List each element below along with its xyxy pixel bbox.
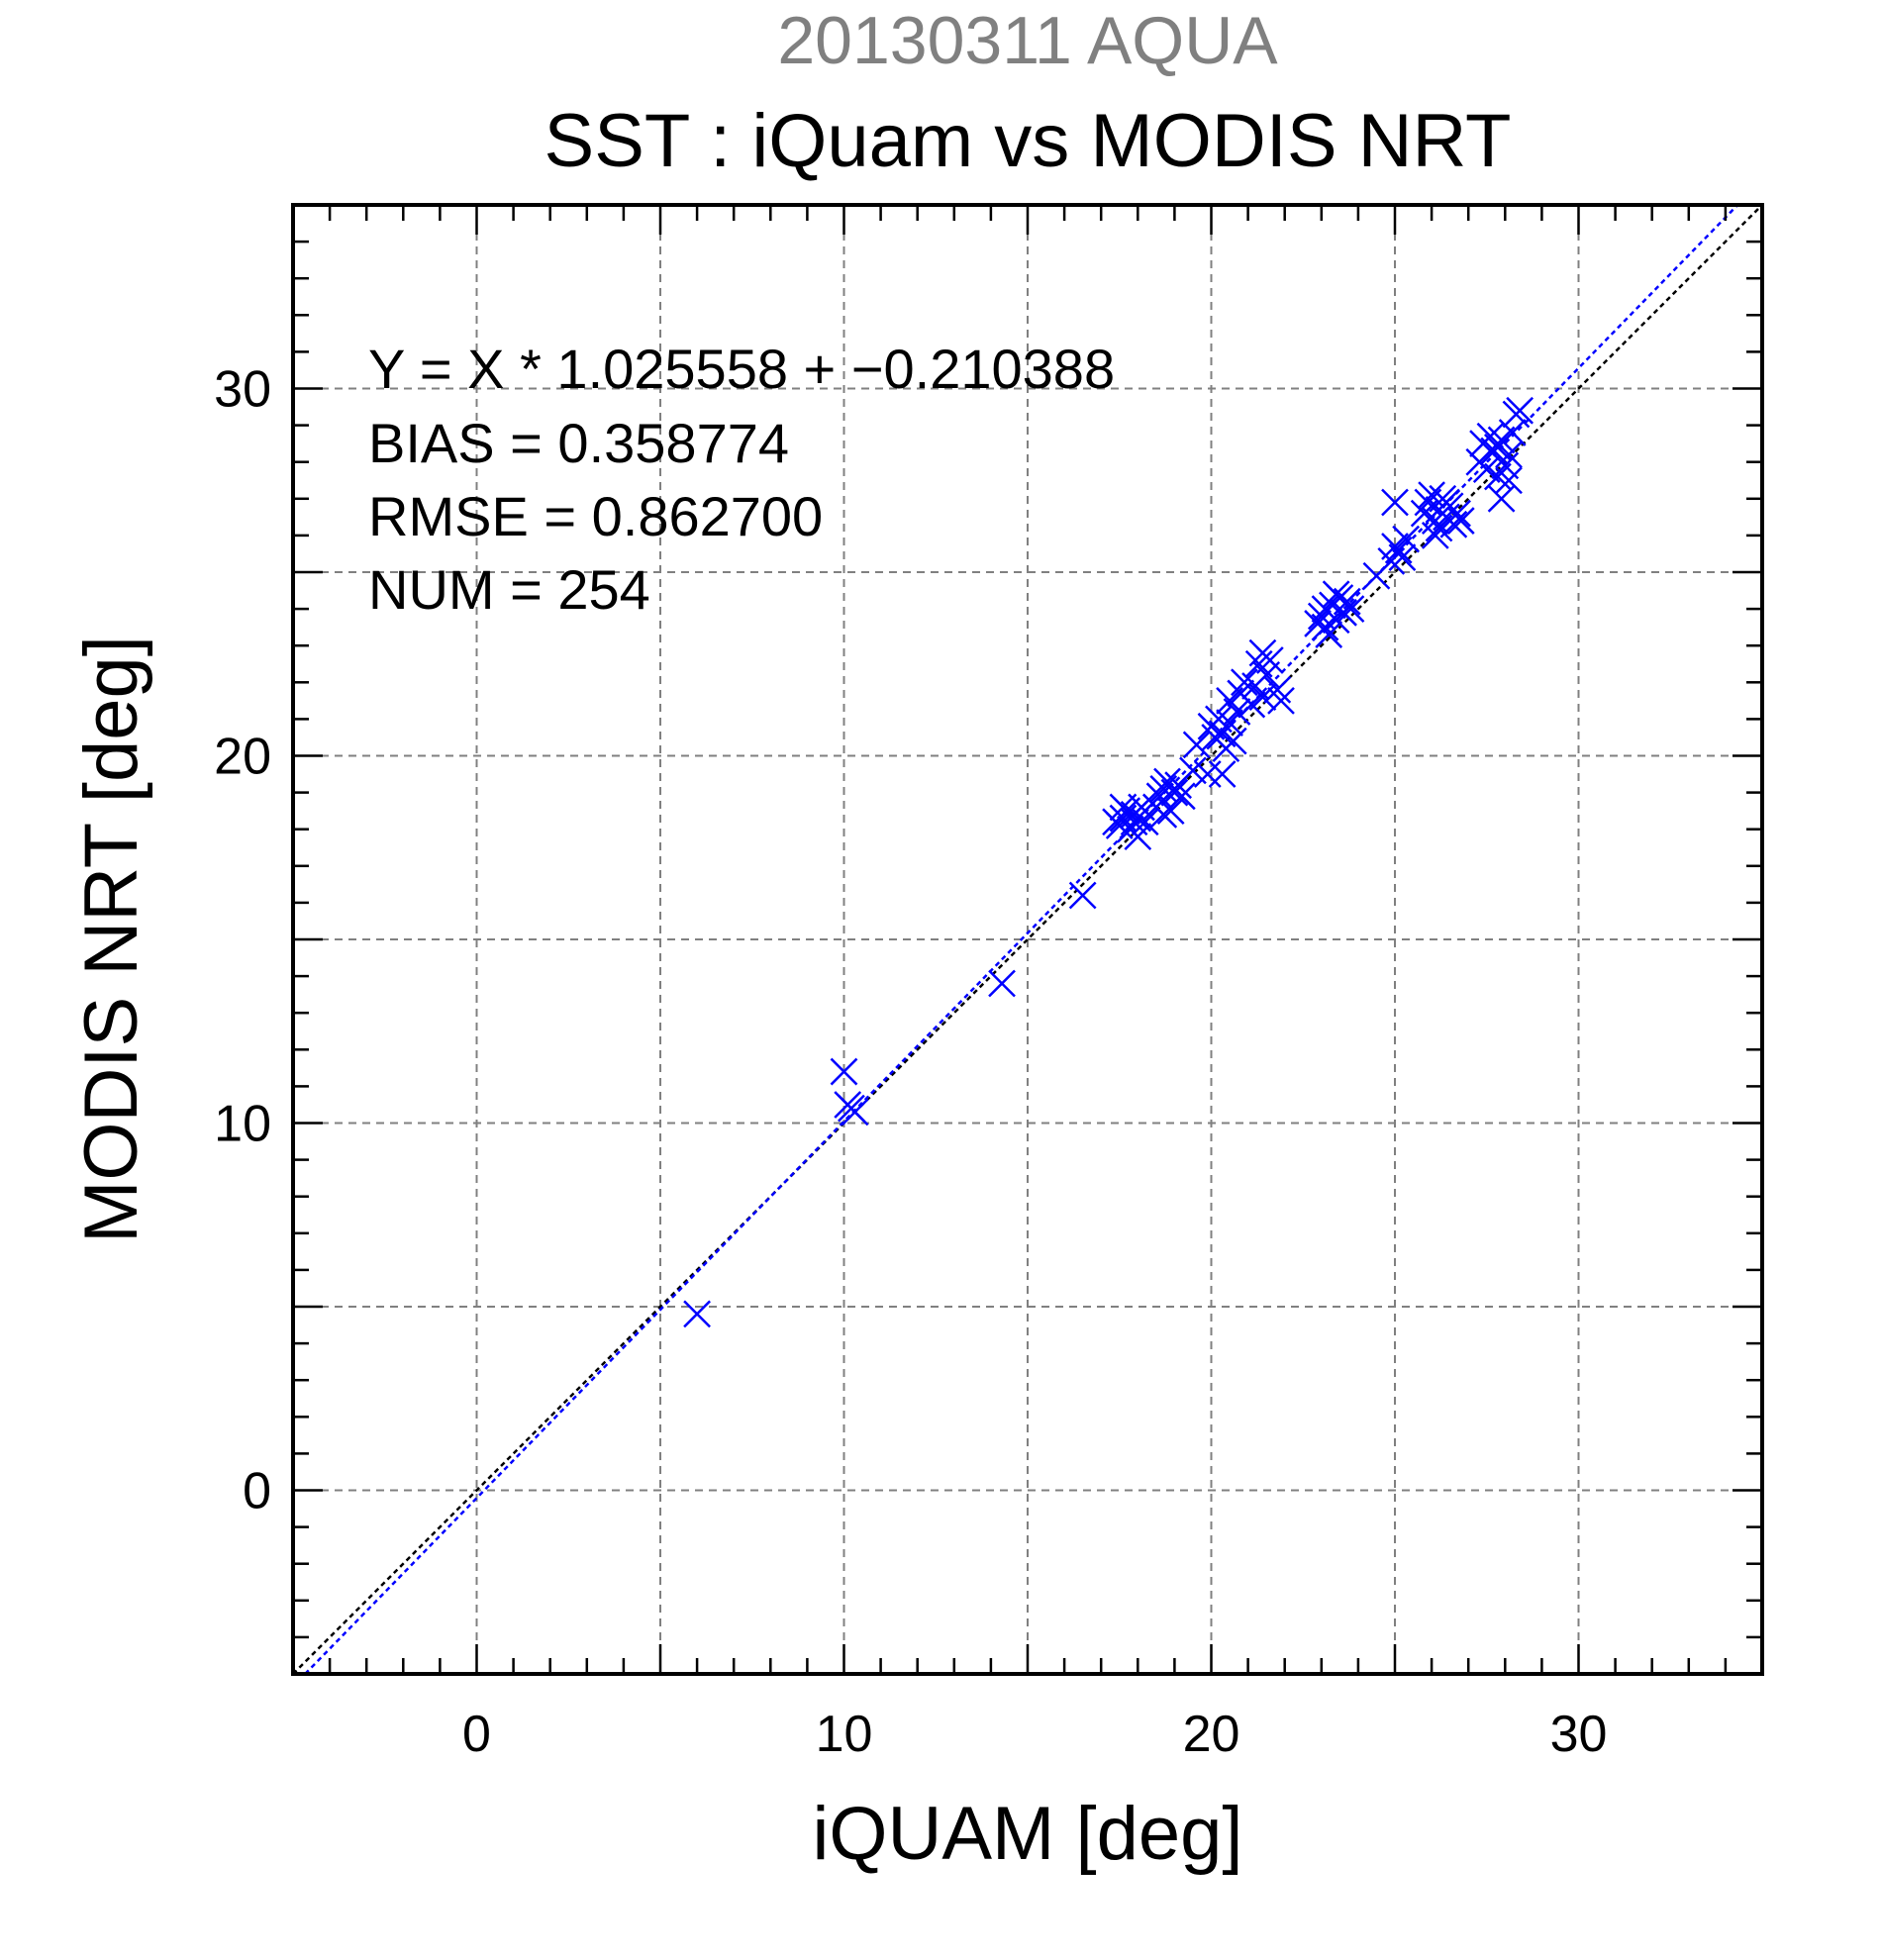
data-point	[1216, 709, 1243, 736]
data-point	[1120, 808, 1148, 836]
data-point	[834, 1091, 862, 1119]
data-point	[1330, 598, 1357, 627]
y-tick-label: 10	[214, 1096, 271, 1153]
data-point	[1231, 668, 1258, 697]
data-point	[1446, 507, 1475, 535]
data-point	[1131, 808, 1159, 836]
rmse-value: RMSE = 0.862700	[368, 485, 823, 547]
data-point	[1421, 522, 1449, 549]
axis-ticks	[291, 203, 1764, 1676]
bias-value: BIAS = 0.358774	[368, 412, 789, 474]
y-tick-label: 30	[214, 361, 271, 419]
x-axis-label: iQUAM [deg]	[812, 1792, 1242, 1876]
data-point	[1495, 466, 1523, 495]
fit-line	[304, 204, 1739, 1675]
chart-title: SST : iQuam vs MODIS NRT	[544, 99, 1512, 183]
data-point	[1068, 881, 1097, 910]
tick-labels: 0 10 20 30 0 10 20 30	[214, 361, 1607, 1764]
data-point	[683, 1300, 711, 1328]
stats-box: Y = X * 1.025558 + −0.210388 BIAS = 0.35…	[368, 338, 1115, 621]
identity-line	[292, 204, 1763, 1675]
data-point	[1506, 396, 1534, 425]
chart-subtitle: 20130311 AQUA	[777, 3, 1278, 78]
data-point	[1381, 488, 1409, 517]
data-point	[1255, 646, 1284, 674]
data-point	[1498, 419, 1527, 446]
data-point	[1433, 488, 1460, 517]
x-tick-label: 0	[462, 1706, 491, 1763]
data-point	[1149, 800, 1178, 829]
data-point	[1219, 727, 1247, 755]
data-point	[1109, 793, 1138, 822]
data-point	[1315, 621, 1343, 648]
x-tick-label: 20	[1183, 1706, 1240, 1763]
data-point	[830, 1057, 858, 1086]
data-point	[1392, 525, 1421, 553]
data-point	[1425, 514, 1453, 542]
plot-frame	[291, 203, 1764, 1676]
grid-lines	[293, 205, 1762, 1674]
data-point	[1322, 580, 1350, 609]
data-point	[1182, 731, 1211, 759]
y-axis-label: MODIS NRT [deg]	[69, 636, 153, 1243]
data-point	[988, 969, 1016, 998]
num-value: NUM = 254	[368, 558, 650, 621]
data-point	[1248, 683, 1277, 712]
y-tick-label: 20	[214, 729, 271, 786]
data-point	[1156, 797, 1185, 826]
x-tick-label: 30	[1550, 1706, 1608, 1763]
reference-lines	[292, 204, 1763, 1675]
data-point	[1263, 675, 1292, 704]
y-tick-label: 0	[243, 1463, 271, 1520]
data-point	[1160, 778, 1189, 807]
x-tick-label: 10	[816, 1706, 873, 1763]
data-point	[1267, 686, 1295, 715]
data-point	[1418, 481, 1445, 509]
fit-equation: Y = X * 1.025558 + −0.210388	[368, 338, 1115, 400]
data-point	[1388, 543, 1417, 572]
data-point	[1483, 462, 1512, 491]
data-point	[1193, 760, 1222, 788]
data-points	[683, 396, 1534, 1328]
data-point	[1208, 760, 1237, 788]
data-point	[1311, 613, 1339, 641]
